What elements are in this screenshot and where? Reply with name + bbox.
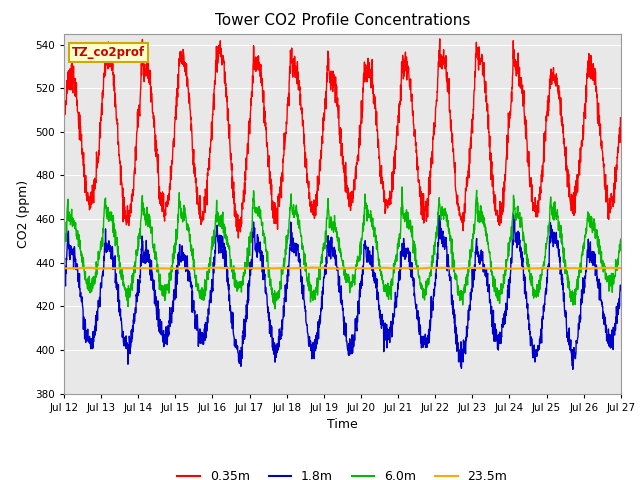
0.35m	[60, 119, 68, 125]
1.8m	[617, 287, 625, 292]
0.35m	[436, 36, 444, 42]
1.8m	[569, 366, 577, 372]
Line: 0.35m: 0.35m	[64, 39, 621, 238]
6.0m	[398, 184, 406, 190]
0.35m	[568, 193, 576, 199]
6.0m	[617, 236, 625, 242]
Y-axis label: CO2 (ppm): CO2 (ppm)	[17, 180, 29, 248]
Line: 1.8m: 1.8m	[64, 215, 621, 369]
6.0m	[568, 292, 576, 298]
1.8m	[216, 233, 223, 239]
23.5m	[216, 265, 223, 271]
6.0m	[584, 216, 591, 222]
23.5m	[617, 265, 625, 271]
0.35m	[584, 65, 591, 71]
1.8m	[504, 282, 512, 288]
1.8m	[509, 212, 517, 218]
1.8m	[358, 270, 366, 276]
6.0m	[371, 225, 379, 230]
6.0m	[60, 247, 68, 253]
Title: Tower CO2 Profile Concentrations: Tower CO2 Profile Concentrations	[214, 13, 470, 28]
23.5m	[308, 264, 316, 270]
0.35m	[359, 108, 367, 114]
0.35m	[371, 94, 379, 99]
Legend: 0.35m, 1.8m, 6.0m, 23.5m: 0.35m, 1.8m, 6.0m, 23.5m	[172, 465, 513, 480]
23.5m	[371, 265, 379, 271]
0.35m	[216, 42, 223, 48]
23.5m	[584, 265, 591, 271]
23.5m	[568, 265, 576, 271]
23.5m	[359, 265, 367, 271]
23.5m	[60, 265, 68, 271]
0.35m	[617, 118, 625, 124]
0.35m	[234, 235, 242, 241]
X-axis label: Time: Time	[327, 418, 358, 431]
Text: TZ_co2prof: TZ_co2prof	[72, 46, 145, 59]
1.8m	[584, 247, 591, 253]
23.5m	[335, 266, 342, 272]
0.35m	[505, 115, 513, 121]
Line: 6.0m: 6.0m	[64, 187, 621, 309]
Line: 23.5m: 23.5m	[64, 267, 621, 269]
1.8m	[60, 279, 68, 285]
23.5m	[505, 266, 513, 272]
6.0m	[271, 306, 279, 312]
6.0m	[359, 224, 367, 229]
6.0m	[505, 253, 513, 259]
6.0m	[216, 219, 223, 225]
1.8m	[371, 280, 378, 286]
1.8m	[568, 357, 575, 363]
